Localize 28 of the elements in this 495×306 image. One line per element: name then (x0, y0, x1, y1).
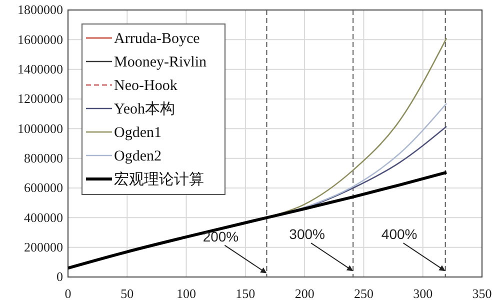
y-tick-label: 1400000 (18, 61, 63, 76)
legend-label: Ogden1 (114, 125, 162, 141)
x-tick-label: 50 (120, 286, 134, 302)
y-tick-label: 800000 (24, 150, 63, 166)
x-tick-label: 300 (413, 286, 433, 302)
y-tick-label: 600000 (24, 180, 63, 196)
y-tick-label: 1000000 (18, 120, 63, 136)
x-tick-label: 200 (294, 286, 314, 302)
x-tick-label: 350 (472, 286, 492, 302)
legend-label: 宏观理论计算 (114, 171, 204, 188)
legend-label: Neo-Hook (114, 78, 178, 94)
legend-label: Ogden2 (114, 148, 162, 164)
x-tick-label: 250 (354, 286, 374, 302)
annotation: 400% (381, 226, 418, 242)
y-tick-label: 1800000 (18, 2, 63, 18)
y-tick-label: 400000 (24, 210, 63, 225)
legend-label: Mooney-Rivlin (114, 54, 207, 70)
legend-label: Arruda-Boyce (114, 31, 200, 47)
line-series (66, 170, 448, 270)
x-tick-label: 150 (236, 286, 256, 302)
annotation: 200% (202, 228, 239, 244)
y-tick-label: 1600000 (18, 32, 63, 47)
legend-label: Yeoh本构 (114, 100, 175, 118)
y-tick-label: 0 (56, 269, 63, 284)
annotation: 300% (289, 226, 325, 242)
y-tick-label: 200000 (24, 239, 63, 254)
y-tick-label: 1200000 (18, 91, 63, 106)
x-tick-label: 100 (176, 286, 196, 302)
